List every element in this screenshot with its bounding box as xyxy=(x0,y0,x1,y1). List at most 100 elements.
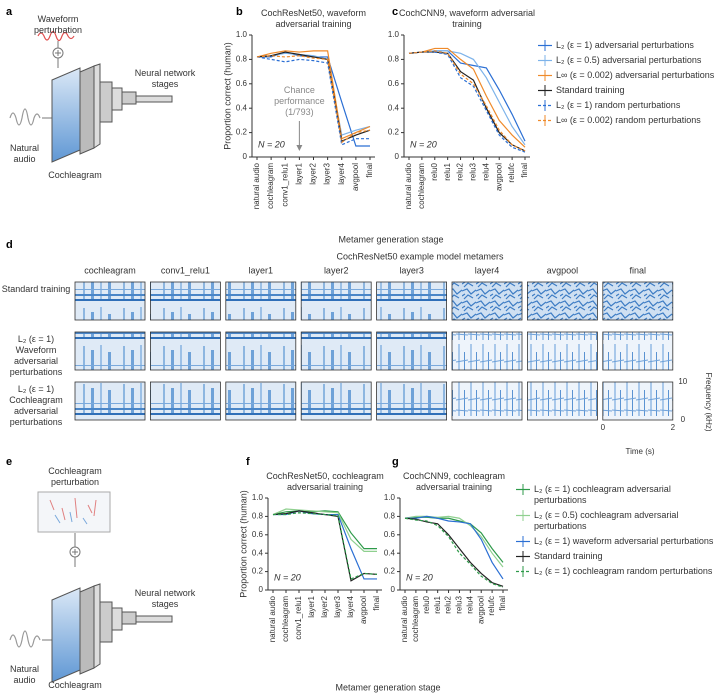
panel-label: d xyxy=(6,239,13,251)
legend-swatch xyxy=(538,55,552,66)
y-tick-label: 0.6 xyxy=(388,79,400,88)
panel-label: a xyxy=(6,6,13,18)
metamer-image xyxy=(527,331,598,371)
network-block xyxy=(93,63,101,149)
series-line xyxy=(404,517,504,588)
x-tick-label: cochleagram xyxy=(266,163,275,209)
perturbation-image xyxy=(49,497,97,521)
y-axis-label: Proportion correct (human) xyxy=(222,42,232,150)
x-tick-label: relu2 xyxy=(456,162,465,180)
panel-title: CochResNet50 example model metamers xyxy=(336,251,504,261)
y-tick-label: 0.2 xyxy=(252,567,264,576)
column-label: layer4 xyxy=(475,265,500,275)
network-block xyxy=(111,87,123,111)
y-tick-label: 0.4 xyxy=(388,103,400,112)
x-tick-label: relu3 xyxy=(469,162,478,180)
legend-item: L₂ (ε = 1) cochleagram adversarial pertu… xyxy=(516,484,720,506)
panel-label: b xyxy=(236,6,243,18)
n-label: N = 20 xyxy=(258,139,285,149)
legend-label: Standard training xyxy=(534,551,603,561)
x-tick-label: layer4 xyxy=(346,595,355,617)
legend-label: L₂ (ε = 1) cochleagram adversarial pertu… xyxy=(534,484,671,505)
y-tick-label: 0 xyxy=(259,585,264,594)
metamer-image xyxy=(74,281,146,321)
legend-swatch xyxy=(516,536,530,547)
n-label: N = 20 xyxy=(406,572,433,582)
metamer-image xyxy=(602,281,674,321)
x-tick-label: final xyxy=(365,163,374,178)
row-label: Standard training xyxy=(1,284,71,294)
chart-title: CochCNN9, cochleagram adversarial traini… xyxy=(402,471,506,492)
n-label: N = 20 xyxy=(410,139,437,149)
series-line xyxy=(272,510,377,550)
x-tick-label: layer2 xyxy=(320,595,329,617)
column-label: layer2 xyxy=(324,265,349,275)
metamer-image xyxy=(602,381,674,421)
column-label: layer1 xyxy=(249,265,274,275)
y-tick-label: 1.0 xyxy=(252,493,264,502)
x-tick-label: cochleagram xyxy=(281,596,290,642)
y-axis-label: Frequency (kHz) xyxy=(704,372,713,431)
legend: L₂ (ε = 1) cochleagram adversarial pertu… xyxy=(516,484,720,581)
legend-swatch xyxy=(516,566,530,577)
metamer-image xyxy=(225,381,297,421)
x-tick-label: final xyxy=(498,596,507,611)
legend-item: Standard training xyxy=(516,551,720,562)
panel-label: c xyxy=(392,6,398,18)
chart-title: CochResNet50, waveform adversarial train… xyxy=(260,8,367,29)
x-axis-label: Metamer generation stage xyxy=(335,682,440,692)
n-label: N = 20 xyxy=(274,572,301,582)
legend-label: L₂ (ε = 1) random perturbations xyxy=(556,100,681,110)
x-tick-label: avgpool xyxy=(359,596,368,624)
legend-label: L₂ (ε = 1) cochleagram random perturbati… xyxy=(534,566,713,576)
y-tick-label: 0.8 xyxy=(384,512,396,521)
y-tick-label: 1.0 xyxy=(388,30,400,39)
chart-title: CochResNet50, cochleagram adversarial tr… xyxy=(266,471,384,492)
legend-item: L₂ (ε = 1) random perturbations xyxy=(538,100,720,111)
y-tick-label: 0.6 xyxy=(252,530,264,539)
perturbation-image xyxy=(37,491,111,533)
legend-swatch xyxy=(538,70,552,81)
network-block xyxy=(99,81,113,123)
x-tick-label: layer3 xyxy=(323,162,332,184)
y-tick-label: 0.4 xyxy=(384,548,396,557)
y-tick-label: 0 xyxy=(395,152,400,161)
y-axis-label: Proportion correct (human) xyxy=(238,490,248,598)
network-block xyxy=(99,601,113,643)
metamer-image xyxy=(451,331,523,371)
annotation-arrow xyxy=(296,145,303,151)
series-line xyxy=(404,515,504,568)
x-tick-label: relu3 xyxy=(455,595,464,613)
metamer-image xyxy=(376,331,448,371)
cochleagram-panel xyxy=(51,587,81,683)
diagram-label: Neural network stages xyxy=(134,588,196,609)
cochleagram-panel xyxy=(51,67,81,163)
metamer-image xyxy=(300,331,372,371)
x-tick-label: avgpool xyxy=(476,596,485,624)
diagram-label: Natural audio xyxy=(9,664,39,685)
series-line xyxy=(408,50,526,152)
y-tick-label: 0 xyxy=(391,585,396,594)
metamer-image xyxy=(451,381,523,421)
legend-swatch xyxy=(538,115,552,126)
y-tick-label: 10 xyxy=(678,377,687,386)
legend: L₂ (ε = 1) adversarial perturbations L₂ (… xyxy=(538,40,720,130)
x-axis-label: Metamer generation stage xyxy=(338,234,443,244)
series-line xyxy=(408,51,526,153)
metamer-image xyxy=(225,331,297,371)
x-tick-label: relufc xyxy=(507,163,516,183)
metamer-image xyxy=(225,281,297,321)
x-tick-label: 2 xyxy=(671,423,676,432)
x-tick-label: relufc xyxy=(487,596,496,616)
series-line xyxy=(256,51,371,142)
y-tick-label: 0.4 xyxy=(252,548,264,557)
legend-label: L₂ (ε = 1) waveform adversarial perturba… xyxy=(534,536,714,546)
metamer-image xyxy=(602,331,674,371)
x-tick-label: final xyxy=(372,596,381,611)
perturbation-wave xyxy=(37,30,75,42)
panel-label: e xyxy=(6,456,12,468)
y-tick-label: 0.8 xyxy=(388,55,400,64)
x-tick-label: natural audio xyxy=(400,595,409,642)
add-symbol xyxy=(72,549,78,555)
x-tick-label: relu4 xyxy=(481,162,490,180)
